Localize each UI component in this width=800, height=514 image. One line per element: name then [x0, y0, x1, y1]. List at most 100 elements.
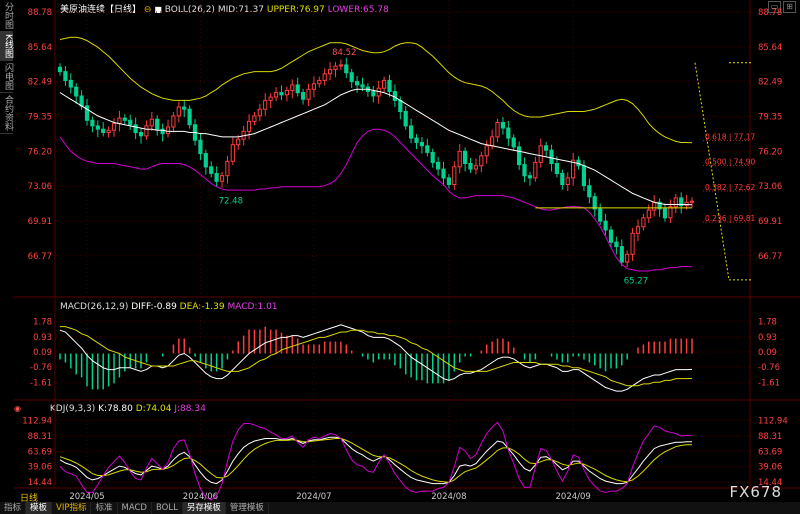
candle	[565, 177, 570, 185]
minimize-icon[interactable]: ▭	[768, 1, 781, 13]
kdj-title: KDJ(9,3,3)	[49, 404, 96, 414]
boll-label: BOLL(26,2)	[164, 5, 215, 15]
nav-tab-kline[interactable]: K线图	[0, 32, 13, 61]
candle	[441, 168, 446, 179]
candle	[273, 92, 279, 98]
kdj-ytick-right: 63.69	[758, 447, 782, 457]
expand-icon[interactable]: ⊞	[783, 1, 796, 13]
candle	[268, 96, 273, 101]
candle	[517, 146, 522, 166]
main-ytick-right: 69.91	[758, 217, 782, 227]
candle	[587, 185, 592, 198]
tab-vip-indicator[interactable]: VIP指标	[52, 502, 92, 514]
tab-standard[interactable]: 标准	[91, 502, 118, 514]
nav-tab-contract[interactable]: 合约资料	[0, 93, 13, 134]
candle	[500, 122, 505, 129]
candle	[138, 132, 144, 137]
candle	[635, 226, 641, 234]
candle	[117, 117, 122, 125]
left-nav: 分时图 K线图 闪电图 合约资料	[0, 0, 13, 150]
candle	[398, 99, 403, 113]
candle	[662, 208, 668, 219]
candle	[79, 95, 84, 107]
candle	[425, 145, 430, 153]
candle	[625, 253, 630, 263]
macd-ytick-left: 0.93	[33, 333, 52, 343]
candle	[371, 91, 376, 97]
candle	[57, 66, 63, 73]
candle	[641, 217, 646, 228]
candle	[673, 197, 678, 208]
boll-mid: MID:71.37	[217, 5, 264, 15]
candle	[333, 65, 338, 70]
kdj-ytick-left: 14.44	[28, 478, 52, 488]
main-ytick-right: 85.64	[758, 43, 782, 53]
macd-ytick-right: 1.78	[758, 318, 777, 328]
candle	[219, 175, 225, 182]
kdj-k-line	[59, 436, 693, 485]
macd-ytick-right: -1.61	[758, 378, 780, 388]
candle	[149, 118, 154, 127]
candle	[538, 145, 543, 163]
candle	[657, 201, 662, 210]
price-annotation: 72.48	[219, 197, 243, 207]
candle	[236, 138, 241, 146]
macd-ytick-right: -0.76	[758, 363, 780, 373]
main-ytick-left: 69.91	[28, 217, 52, 227]
kdj-header: ◉ KDJ(9,3,3) K:78.80 D:74.04 J:88.34	[14, 404, 206, 414]
settings-icon[interactable]: ⊖	[143, 5, 152, 15]
candle	[252, 115, 257, 122]
nav-tab-flash[interactable]: 闪电图	[0, 61, 13, 93]
candle	[284, 89, 289, 96]
fib-level-label: 0.236 | 69.81	[705, 214, 755, 223]
tab-manage-template[interactable]: 管理模板	[226, 502, 269, 514]
candle	[74, 86, 79, 97]
settings-dot-icon[interactable]: ◉	[14, 404, 21, 413]
candle	[101, 128, 106, 133]
candle	[176, 106, 181, 117]
period-label[interactable]: 日线	[20, 494, 39, 504]
candle	[111, 123, 117, 131]
candle	[387, 79, 392, 93]
candle	[571, 159, 576, 179]
kdj-j: J:88.34	[174, 404, 206, 414]
main-ytick-left: 79.35	[28, 112, 52, 122]
macd-header: MACD(26,12,9) DIFF:-0.89 DEA:-1.39 MACD:…	[60, 302, 278, 312]
tab-indicator[interactable]: 指标	[0, 502, 27, 514]
candle	[349, 72, 354, 83]
candle	[652, 201, 657, 211]
tab-save-template[interactable]: 另存模板	[182, 502, 226, 514]
candle	[382, 79, 387, 89]
candle	[84, 105, 90, 121]
nav-tab-timeshare[interactable]: 分时图	[0, 0, 13, 32]
fib-level-label: 0.500 | 74.90	[705, 158, 755, 167]
candle	[554, 163, 559, 174]
candle	[511, 137, 516, 148]
tab-boll[interactable]: BOLL	[152, 502, 183, 514]
candle	[338, 64, 343, 67]
candle	[468, 163, 473, 170]
candle	[409, 125, 414, 139]
chart-canvas[interactable]: 88.78 88.78 85.64 85.64 82.49 82.49 79.35 79.35…	[0, 0, 800, 502]
candle	[684, 201, 689, 207]
main-ytick-left: 85.64	[28, 43, 52, 53]
macd-ytick-left: 0.09	[33, 348, 52, 358]
xtick-label: 2024/09	[556, 492, 591, 502]
candle	[414, 137, 419, 143]
candle	[209, 166, 214, 174]
kdj-ytick-left: 63.69	[28, 447, 52, 457]
boll-mid-line	[59, 88, 693, 206]
candle	[592, 196, 597, 210]
tab-template[interactable]: 模板	[26, 502, 53, 514]
candle	[144, 125, 149, 137]
candle	[463, 150, 468, 165]
candle	[122, 117, 127, 121]
candle	[614, 241, 619, 248]
candle	[549, 149, 554, 164]
candle	[160, 128, 165, 135]
candle	[355, 81, 360, 86]
tab-macd[interactable]: MACD	[118, 502, 152, 514]
window-controls: ▭ ⊞	[766, 1, 796, 13]
candle	[527, 175, 532, 179]
macd-ytick-left: -0.76	[30, 363, 52, 373]
